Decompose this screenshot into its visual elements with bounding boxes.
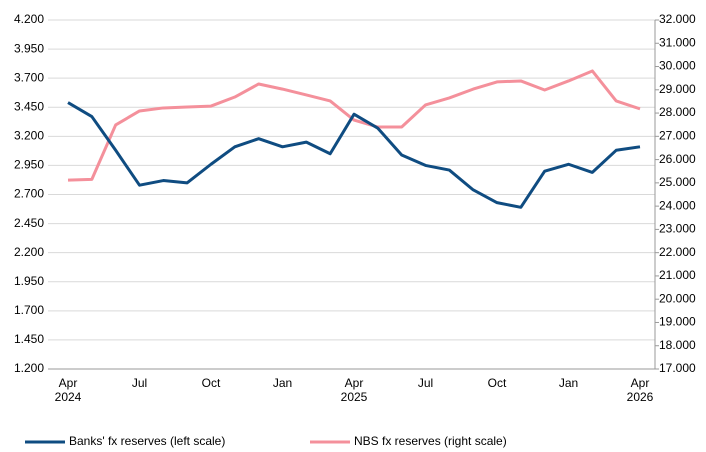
y2-tick-label: 18.000 [659,338,696,352]
y2-tick-label: 20.000 [659,291,696,305]
y2-tick-label: 19.000 [659,315,696,329]
y2-tick-label: 32.000 [659,12,696,26]
x-tick-label: Apr 2026 [626,376,654,404]
y-tick-label: 4.200 [14,12,44,26]
y2-tick-label: 30.000 [659,59,696,73]
series-line [67,101,641,209]
y-tick-label: 2.700 [14,187,44,201]
y2-tick-label: 27.000 [659,129,696,143]
y-tick-label: 3.200 [14,129,44,143]
x-tick-label: Apr 2024 [54,376,82,404]
legend-label: NBS fx reserves (right scale) [354,434,507,448]
y2-tick-label: 24.000 [659,198,696,212]
y2-tick-label: 26.000 [659,152,696,166]
y-tick-label: 1.950 [14,274,44,288]
y-tick-label: 2.950 [14,158,44,172]
y-tick-label: 1.200 [14,361,44,375]
x-tick-label: Oct [487,376,507,390]
y-tick-label: 3.450 [14,99,44,113]
y2-tick-label: 28.000 [659,105,696,119]
y-tick-label: 3.700 [14,70,44,84]
y2-tick-label: 29.000 [659,82,696,96]
y2-tick-label: 22.000 [659,245,696,259]
x-tick-label: Jan [558,376,579,390]
x-tick-label: Jul [131,376,148,390]
x-tick-label: Oct [201,376,221,390]
y2-tick-label: 17.000 [659,361,696,375]
y2-tick-label: 23.000 [659,222,696,236]
y-tick-label: 2.200 [14,245,44,259]
y-tick-label: 2.450 [14,216,44,230]
legend-label: Banks' fx reserves (left scale) [69,434,225,448]
y-tick-label: 3.950 [14,41,44,55]
y2-tick-label: 31.000 [659,35,696,49]
y2-tick-label: 25.000 [659,175,696,189]
x-tick-label: Jan [272,376,293,390]
y2-tick-label: 21.000 [659,268,696,282]
x-tick-label: Jul [417,376,434,390]
series-line [67,69,641,182]
y-tick-label: 1.700 [14,303,44,317]
x-tick-label: Apr 2025 [340,376,368,404]
y-tick-label: 1.450 [14,332,44,346]
